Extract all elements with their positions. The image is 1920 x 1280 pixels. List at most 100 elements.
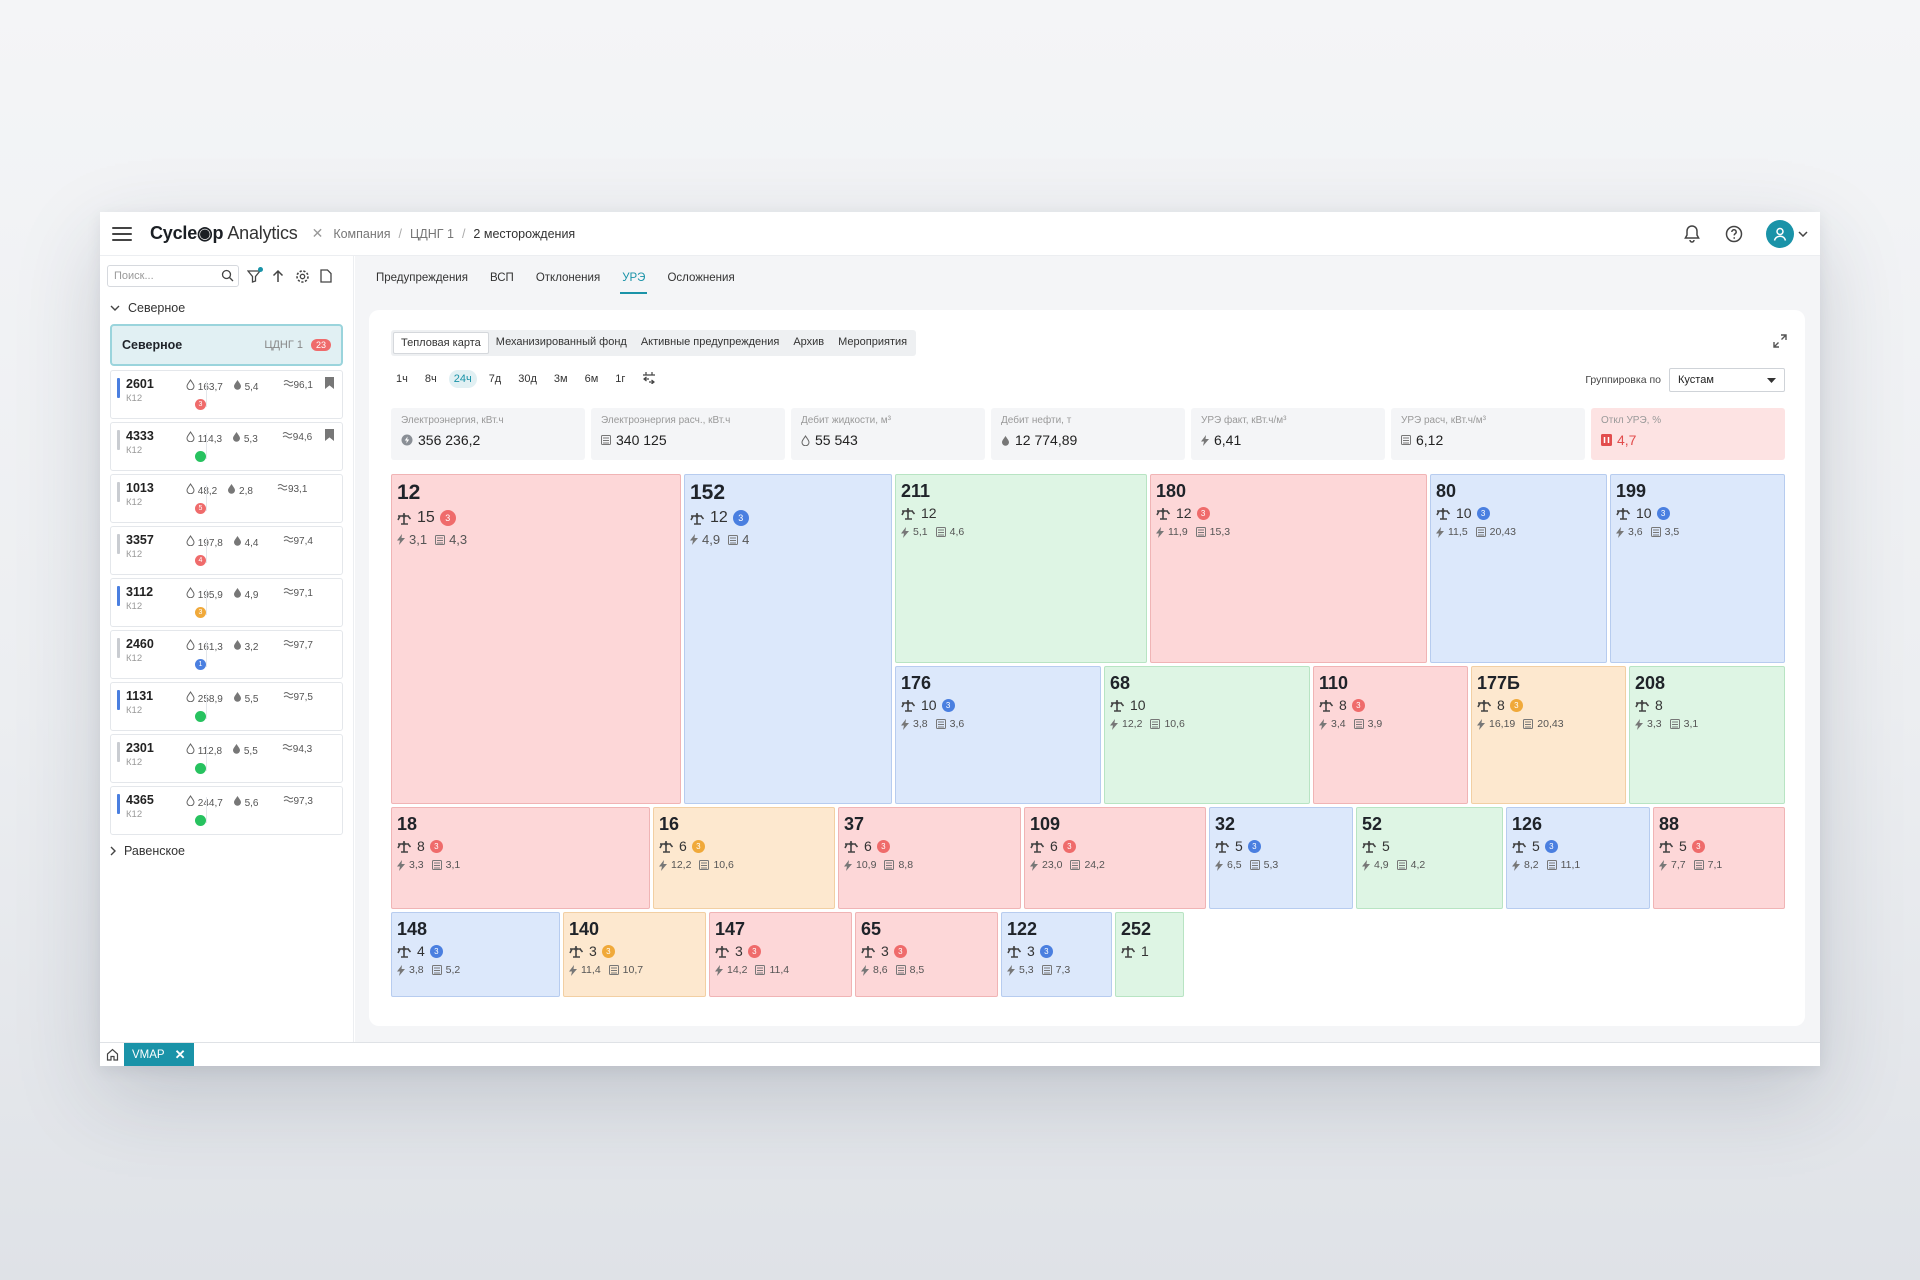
well-item[interactable]: 3357 К12 197,8 4,4 97,4 4 bbox=[110, 526, 343, 575]
well-status-bar bbox=[117, 794, 120, 814]
tab-0[interactable]: Предупреждения bbox=[376, 272, 468, 284]
cluster-cell[interactable]: 176 10 3 3,8 3,6 bbox=[895, 666, 1101, 804]
cluster-cell[interactable]: 126 5 3 8,2 11,1 bbox=[1506, 807, 1650, 909]
well-item[interactable]: 2460 К12 161,3 3,2 97,7 1 bbox=[110, 630, 343, 679]
settings-gear-icon[interactable] bbox=[293, 267, 311, 285]
cluster-cell[interactable]: 37 6 3 10,9 8,8 bbox=[838, 807, 1021, 909]
pump-icon bbox=[1616, 507, 1631, 520]
bookmark-icon[interactable] bbox=[325, 429, 334, 441]
cluster-cell[interactable]: 88 5 3 7,7 7,1 bbox=[1653, 807, 1785, 909]
help-icon[interactable] bbox=[1724, 224, 1744, 244]
period-2[interactable]: 24ч bbox=[448, 370, 477, 388]
cluster-cell[interactable]: 80 10 3 11,5 20,43 bbox=[1430, 474, 1607, 663]
bottom-bar: VMAP ✕ bbox=[100, 1042, 1820, 1066]
close-tab-icon[interactable]: ✕ bbox=[174, 1046, 186, 1062]
well-item[interactable]: 3112 К12 195,9 4,9 97,1 3 bbox=[110, 578, 343, 627]
bookmark-icon[interactable] bbox=[325, 377, 334, 389]
period-6[interactable]: 6м bbox=[584, 373, 599, 385]
cluster-cell[interactable]: 12 15 3 3,1 4,3 bbox=[391, 474, 681, 804]
well-item[interactable]: 2601 К12 163,7 5,4 96,1 3 bbox=[110, 370, 343, 419]
period-0[interactable]: 1ч bbox=[396, 373, 408, 385]
bolt-icon bbox=[1201, 434, 1209, 446]
tab-1[interactable]: ВСП bbox=[489, 272, 514, 284]
water-cut-icon bbox=[283, 692, 294, 703]
filter-icon[interactable] bbox=[245, 267, 263, 285]
period-4[interactable]: 30д bbox=[518, 373, 537, 385]
cluster-cell[interactable]: 208 8 3,3 3,1 bbox=[1629, 666, 1785, 804]
well-id: 3357 bbox=[126, 533, 154, 547]
group-card-severnoe[interactable]: Северное ЦДНГ 1 23 bbox=[110, 324, 343, 366]
breadcrumb-company[interactable]: Компания bbox=[333, 226, 391, 241]
cluster-cell[interactable]: 211 12 5,1 4,6 bbox=[895, 474, 1147, 663]
expand-icon[interactable] bbox=[1773, 334, 1787, 353]
well-item[interactable]: 1013 К12 48,2 2,8 93,1 5 bbox=[110, 474, 343, 523]
period-7[interactable]: 1г bbox=[615, 373, 626, 385]
bolt-icon bbox=[397, 964, 405, 976]
cluster-cell[interactable]: 68 10 12,2 10,6 bbox=[1104, 666, 1310, 804]
well-oil: 5,5 bbox=[243, 746, 258, 757]
cluster-cell[interactable]: 16 6 3 12,2 10,6 bbox=[653, 807, 835, 909]
cluster-cell[interactable]: 199 10 3 3,6 3,5 bbox=[1610, 474, 1785, 663]
pump-icon bbox=[715, 945, 730, 958]
menu-icon[interactable] bbox=[112, 226, 132, 241]
subtab-3[interactable]: Архив bbox=[793, 336, 825, 348]
cluster-cell[interactable]: 52 5 4,9 4,2 bbox=[1356, 807, 1503, 909]
breadcrumb-cdng[interactable]: ЦДНГ 1 bbox=[410, 226, 454, 241]
cluster-cell[interactable]: 152 12 3 4,9 4 bbox=[684, 474, 892, 804]
user-menu[interactable] bbox=[1766, 219, 1808, 248]
cluster-ure-fact: 12,2 bbox=[1122, 718, 1143, 730]
group-ravenskoe-header[interactable]: Равенское bbox=[100, 839, 353, 863]
group-severnoe-header[interactable]: Северное bbox=[100, 296, 353, 320]
sort-up-icon[interactable] bbox=[269, 267, 287, 285]
close-breadcrumb-icon[interactable]: ✕ bbox=[311, 225, 324, 241]
cluster-cell[interactable]: 122 3 3 5,3 7,3 bbox=[1001, 912, 1112, 997]
subtab-0[interactable]: Тепловая карта bbox=[393, 332, 489, 354]
grouping-control: Группировка по Кустам bbox=[1585, 368, 1785, 392]
grouping-select[interactable]: Кустам bbox=[1669, 368, 1785, 392]
bottom-tab-vmap[interactable]: VMAP ✕ bbox=[124, 1042, 194, 1066]
tab-2[interactable]: Отклонения bbox=[535, 272, 601, 284]
cluster-cell[interactable]: 177Б 8 3 16,19 20,43 bbox=[1471, 666, 1626, 804]
subtab-2[interactable]: Активные предупреждения bbox=[640, 336, 780, 348]
cluster-cell[interactable]: 65 3 3 8,6 8,5 bbox=[855, 912, 998, 997]
cluster-cell[interactable]: 32 5 3 6,5 5,3 bbox=[1209, 807, 1353, 909]
chevron-down-icon[interactable] bbox=[1798, 230, 1808, 237]
breadcrumb: Компания / ЦДНГ 1 / 2 месторождения bbox=[333, 226, 576, 241]
period-1[interactable]: 8ч bbox=[424, 373, 437, 385]
cluster-cell[interactable]: 18 8 3 3,3 3,1 bbox=[391, 807, 650, 909]
period-3[interactable]: 7д bbox=[488, 373, 502, 385]
cluster-ure-fact: 3,1 bbox=[409, 532, 428, 547]
tab-4[interactable]: Осложнения bbox=[667, 272, 735, 284]
avatar[interactable] bbox=[1766, 219, 1794, 248]
cluster-cell[interactable]: 110 8 3 3,4 3,9 bbox=[1313, 666, 1468, 804]
cluster-alert-badge: 3 bbox=[429, 839, 443, 853]
calc-icon bbox=[1070, 860, 1081, 870]
cluster-cell[interactable]: 109 6 3 23,0 24,2 bbox=[1024, 807, 1206, 909]
well-item[interactable]: 4365 К12 244,7 5,6 97,3 bbox=[110, 786, 343, 835]
well-oil: 5,6 bbox=[244, 798, 259, 809]
cluster-number: 32 bbox=[1215, 814, 1236, 834]
well-item[interactable]: 2301 К12 112,8 5,5 94,3 bbox=[110, 734, 343, 783]
cluster-cell[interactable]: 148 4 3 3,8 5,2 bbox=[391, 912, 560, 997]
cluster-ure-fact: 6,5 bbox=[1227, 859, 1242, 871]
well-water-cut: 97,7 bbox=[293, 640, 313, 651]
tab-3[interactable]: УРЭ bbox=[620, 268, 648, 294]
bell-icon[interactable] bbox=[1682, 224, 1702, 244]
period-5[interactable]: 3м bbox=[553, 373, 568, 385]
search-input[interactable]: Поиск... bbox=[107, 265, 239, 287]
cluster-cell[interactable]: 252 1 bbox=[1115, 912, 1184, 997]
cluster-cell[interactable]: 180 12 3 11,9 15,3 bbox=[1150, 474, 1427, 663]
home-icon[interactable] bbox=[100, 1043, 124, 1067]
custom-range-icon[interactable] bbox=[637, 368, 661, 390]
cluster-ure-calc: 3,1 bbox=[445, 859, 461, 871]
document-icon[interactable] bbox=[317, 267, 335, 285]
cluster-cell[interactable]: 140 3 3 11,4 10,7 bbox=[563, 912, 706, 997]
well-item[interactable]: 1131 К12 258,9 5,5 97,5 bbox=[110, 682, 343, 731]
pump-icon bbox=[1362, 840, 1377, 853]
subtab-1[interactable]: Механизированный фонд bbox=[495, 336, 627, 348]
app-logo[interactable]: Cycle◉p Analytics bbox=[150, 223, 298, 243]
well-item[interactable]: 4333 К12 114,3 5,3 94,6 bbox=[110, 422, 343, 471]
search-icon[interactable] bbox=[221, 269, 234, 282]
cluster-cell[interactable]: 147 3 3 14,2 11,4 bbox=[709, 912, 852, 997]
subtab-4[interactable]: Мероприятия bbox=[838, 336, 908, 348]
